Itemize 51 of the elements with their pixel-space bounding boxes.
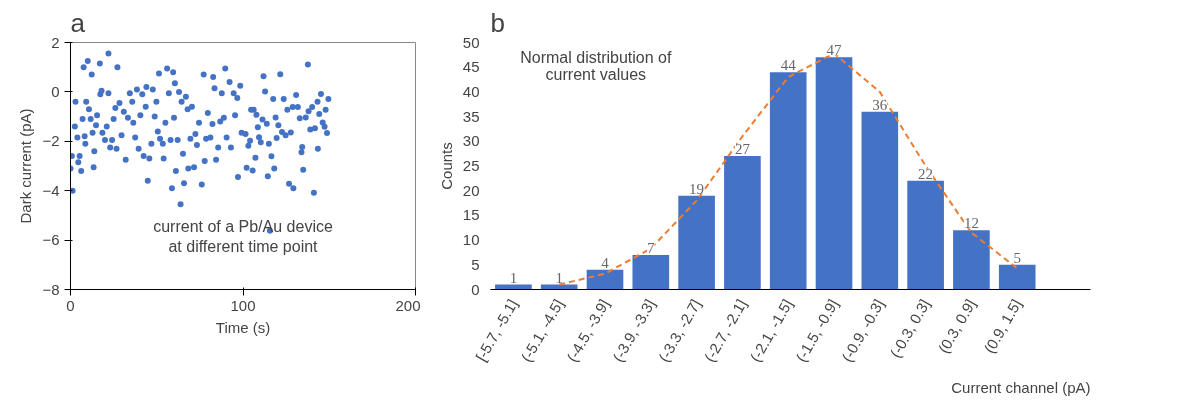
y-tick-label: −8 xyxy=(42,280,60,298)
annotation: Normal distribution of current values xyxy=(520,48,672,84)
y-tick-label: 0 xyxy=(471,280,480,298)
data-label: 36 xyxy=(872,96,888,113)
y-tick-label: 35 xyxy=(462,107,480,125)
x-tick-label: 0 xyxy=(66,296,75,314)
y-tick-label: 0 xyxy=(51,82,60,100)
bar xyxy=(678,195,715,290)
data-label: 27 xyxy=(734,141,751,158)
annotation: current of a Pb/Au device at different time point xyxy=(153,218,333,255)
x-tick-label: (0.9, 1.5] xyxy=(980,296,1025,357)
data-label: 12 xyxy=(963,215,979,232)
data-label: 4 xyxy=(601,254,610,271)
x-tick-label: (0.3, 0.9] xyxy=(934,296,979,357)
chart-title: b xyxy=(490,7,505,38)
y-tick-label: 50 xyxy=(462,33,480,51)
y-tick-label: 20 xyxy=(462,181,480,199)
x-axis-title: Current channel (pA) xyxy=(951,378,1091,396)
y-tick-label: 10 xyxy=(462,231,480,249)
y-tick-label: 15 xyxy=(462,206,480,224)
bar xyxy=(998,264,1036,290)
data-label: 1 xyxy=(555,269,563,286)
data-label: 7 xyxy=(647,239,656,256)
y-axis-title: Dark current (pA) xyxy=(17,108,35,224)
y-tick-label: 30 xyxy=(462,132,480,150)
bar xyxy=(861,111,899,290)
bar xyxy=(586,269,624,290)
y-tick-label: 5 xyxy=(471,255,480,273)
data-label: 19 xyxy=(689,180,705,197)
y-tick-label: 45 xyxy=(462,58,480,76)
y-tick-label: −6 xyxy=(42,231,60,249)
y-tick-label: −2 xyxy=(42,132,60,150)
y-tick-label: 40 xyxy=(462,82,480,100)
y-tick-label: −4 xyxy=(42,181,60,199)
bar xyxy=(953,230,990,290)
chart-title: a xyxy=(70,7,86,38)
bar xyxy=(815,57,853,290)
x-axis-title: Time (s) xyxy=(215,318,271,336)
y-tick-label: 25 xyxy=(462,157,480,174)
y-tick-label: 2 xyxy=(51,33,60,51)
data-label: 22 xyxy=(918,165,934,182)
data-label: 44 xyxy=(780,57,797,74)
bar xyxy=(769,72,807,290)
data-label: 5 xyxy=(1013,249,1021,266)
bar xyxy=(632,254,670,290)
bar xyxy=(724,156,761,290)
x-tick-label: 200 xyxy=(395,296,421,314)
x-tick-label: 100 xyxy=(230,296,256,314)
data-label: 1 xyxy=(509,269,518,286)
y-axis-title: Counts xyxy=(437,142,455,190)
bar xyxy=(907,180,944,290)
